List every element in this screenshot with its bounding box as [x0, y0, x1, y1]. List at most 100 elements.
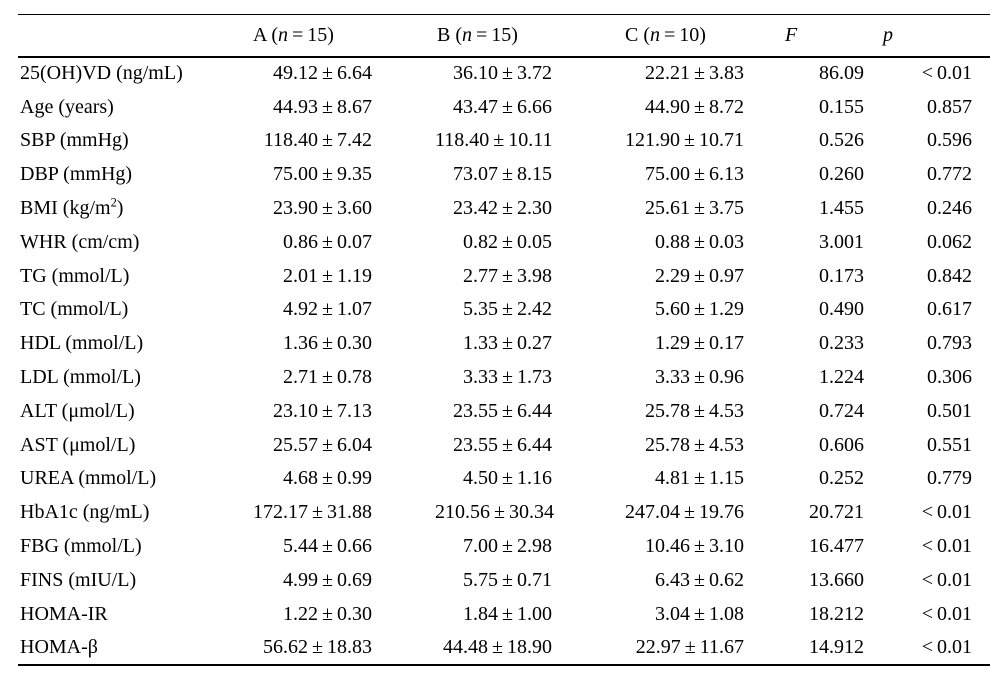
row-label-text: HOMA-β — [20, 635, 98, 658]
cell-p-value: 0.842 — [927, 264, 972, 287]
row-label: FBG (mmol/L) — [18, 530, 250, 564]
cell-group-b: 4.50 ± 1.16 — [463, 467, 552, 490]
cell-p-value: 0.501 — [927, 399, 972, 422]
cell-group-a: 44.93 ± 8.67 — [273, 95, 372, 118]
cell-f-value: 14.912 — [809, 635, 864, 658]
row-label: AST (μmol/L) — [18, 428, 250, 462]
cell-group-c: 22.21 ± 3.83 — [645, 62, 744, 85]
cell-f-value: 16.477 — [809, 535, 864, 558]
row-label-text: TC (mmol/L) — [20, 298, 129, 321]
row-label-text: HDL (mmol/L) — [20, 332, 144, 355]
column-header-group-c: C (n = 10) — [623, 15, 777, 57]
column-header-group-b: B (n = 15) — [435, 15, 623, 57]
row-label-text: UREA (mmol/L) — [20, 467, 157, 490]
column-header-group-a: A (n = 15) — [250, 15, 435, 57]
cell-p-value: 0.062 — [927, 230, 972, 253]
n-symbol: n — [462, 23, 472, 46]
cell-group-b: 23.55 ± 6.44 — [453, 433, 552, 456]
cell-group-a: 0.86 ± 0.07 — [283, 230, 372, 253]
cell-group-c: 25.78 ± 4.53 — [645, 399, 744, 422]
cell-group-c: 1.29 ± 0.17 — [655, 332, 744, 355]
table-row: ALT (μmol/L) 23.10 ± 7.13 23.55 ± 6.44 2… — [18, 394, 990, 428]
cell-group-b: 1.84 ± 1.00 — [463, 602, 552, 625]
table-header: A (n = 15) B (n = 15) C (n = 10) F p — [18, 15, 990, 57]
table-row: FINS (mIU/L) 4.99 ± 0.69 5.75 ± 0.71 6.4… — [18, 563, 990, 597]
table-row: BMI (kg/m2) 23.90 ± 3.60 23.42 ± 2.30 25… — [18, 192, 990, 226]
cell-group-a: 118.40 ± 7.42 — [263, 129, 372, 152]
cell-group-a: 4.92 ± 1.07 — [283, 298, 372, 321]
cell-group-b: 7.00 ± 2.98 — [463, 535, 552, 558]
cell-group-c: 247.04 ± 19.76 — [625, 501, 744, 524]
cell-group-c: 4.81 ± 1.15 — [655, 467, 744, 490]
group-a-prefix: A ( — [253, 23, 278, 46]
table-row: DBP (mmHg) 75.00 ± 9.35 73.07 ± 8.15 75.… — [18, 158, 990, 192]
cell-group-a: 56.62 ± 18.83 — [263, 635, 372, 658]
cell-group-b: 23.55 ± 6.44 — [453, 399, 552, 422]
cell-group-b: 3.33 ± 1.73 — [463, 366, 552, 389]
cell-group-a: 4.99 ± 0.69 — [283, 568, 372, 591]
row-label-text: HbA1c (ng/mL) — [20, 501, 150, 524]
cell-group-c: 3.33 ± 0.96 — [655, 366, 744, 389]
header-row: A (n = 15) B (n = 15) C (n = 10) F p — [18, 15, 990, 57]
cell-f-value: 3.001 — [819, 230, 864, 253]
table-row: Age (years) 44.93 ± 8.67 43.47 ± 6.66 44… — [18, 90, 990, 124]
cell-f-value: 0.233 — [819, 332, 864, 355]
row-label-text: HOMA-IR — [20, 602, 108, 625]
column-header-p-value: p — [883, 23, 893, 46]
table-row: AST (μmol/L) 25.57 ± 6.04 23.55 ± 6.44 2… — [18, 428, 990, 462]
row-label: SBP (mmHg) — [18, 124, 250, 158]
cell-group-b: 5.35 ± 2.42 — [463, 298, 552, 321]
cell-group-b: 44.48 ± 18.90 — [443, 635, 552, 658]
row-label-text: WHR (cm/cm) — [20, 230, 140, 253]
cell-group-a: 5.44 ± 0.66 — [283, 535, 372, 558]
cell-f-value: 0.724 — [819, 399, 864, 422]
cell-group-a: 4.68 ± 0.99 — [283, 467, 372, 490]
cell-f-value: 18.212 — [809, 602, 864, 625]
cell-group-a: 23.10 ± 7.13 — [273, 399, 372, 422]
cell-group-a: 23.90 ± 3.60 — [273, 197, 372, 220]
cell-group-a: 49.12 ± 6.64 — [273, 62, 372, 85]
cell-p-value: 0.551 — [927, 433, 972, 456]
empty-header-cell — [18, 15, 250, 57]
row-label: LDL (mmol/L) — [18, 361, 250, 395]
row-label-text: FBG (mmol/L) — [20, 535, 142, 558]
row-label-text: LDL (mmol/L) — [20, 366, 141, 389]
table-row: UREA (mmol/L) 4.68 ± 0.99 4.50 ± 1.16 4.… — [18, 462, 990, 496]
row-label-text: 25(OH)VD (ng/mL) — [20, 62, 183, 85]
cell-f-value: 0.526 — [819, 129, 864, 152]
group-c-prefix: C ( — [625, 23, 650, 46]
cell-group-b: 23.42 ± 2.30 — [453, 197, 552, 220]
cell-f-value: 0.490 — [819, 298, 864, 321]
cell-f-value: 0.173 — [819, 264, 864, 287]
cell-group-a: 25.57 ± 6.04 — [273, 433, 372, 456]
cell-p-value: 0.246 — [927, 197, 972, 220]
cell-group-b: 5.75 ± 0.71 — [463, 568, 552, 591]
group-b-count: = 15) — [472, 23, 518, 46]
row-label-text: BMI (kg/m — [20, 197, 111, 220]
cell-group-b: 210.56 ± 30.34 — [435, 501, 554, 524]
cell-group-b: 2.77 ± 3.98 — [463, 264, 552, 287]
row-label: Age (years) — [18, 90, 250, 124]
cell-p-value: < 0.01 — [921, 501, 972, 524]
row-label-text: FINS (mIU/L) — [20, 568, 137, 591]
cell-p-value: 0.793 — [927, 332, 972, 355]
cell-f-value: 0.155 — [819, 95, 864, 118]
cell-group-a: 2.71 ± 0.78 — [283, 366, 372, 389]
row-label: 25(OH)VD (ng/mL) — [18, 57, 250, 91]
row-label: HDL (mmol/L) — [18, 327, 250, 361]
table-row: TC (mmol/L) 4.92 ± 1.07 5.35 ± 2.42 5.60… — [18, 293, 990, 327]
cell-group-c: 44.90 ± 8.72 — [645, 95, 744, 118]
row-label: DBP (mmHg) — [18, 158, 250, 192]
table-row: WHR (cm/cm) 0.86 ± 0.07 0.82 ± 0.05 0.88… — [18, 225, 990, 259]
cell-p-value: 0.857 — [927, 95, 972, 118]
row-label: TG (mmol/L) — [18, 259, 250, 293]
cell-group-b: 43.47 ± 6.66 — [453, 95, 552, 118]
cell-p-value: < 0.01 — [921, 62, 972, 85]
row-label: FINS (mIU/L) — [18, 563, 250, 597]
group-b-prefix: B ( — [437, 23, 462, 46]
group-a-count: = 15) — [288, 23, 334, 46]
cell-p-value: 0.306 — [927, 366, 972, 389]
cell-group-c: 3.04 ± 1.08 — [655, 602, 744, 625]
table-row: 25(OH)VD (ng/mL) 49.12 ± 6.64 36.10 ± 3.… — [18, 57, 990, 91]
